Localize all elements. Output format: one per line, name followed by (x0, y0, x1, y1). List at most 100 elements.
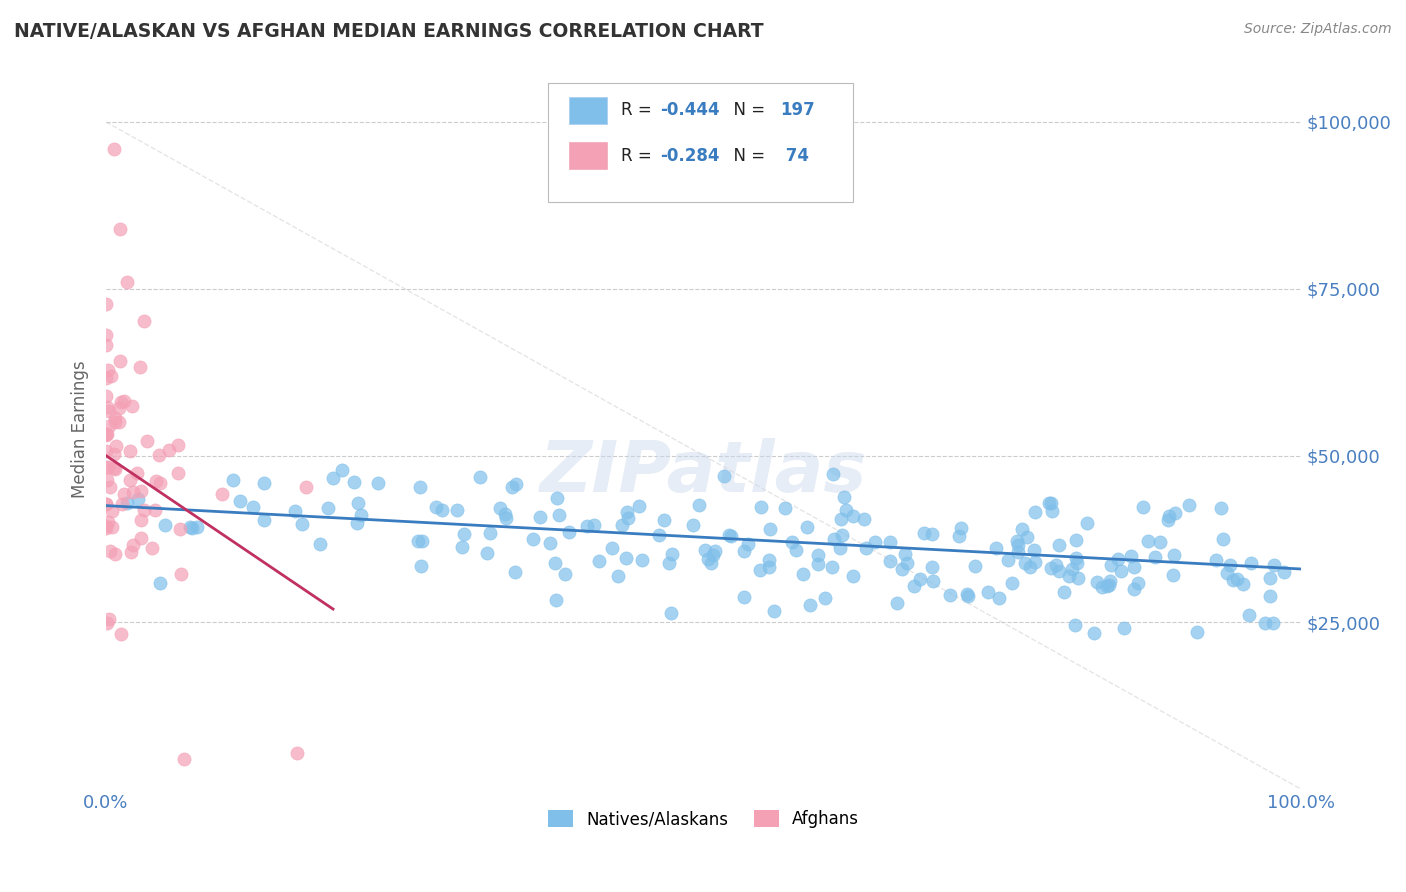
Point (853, 512, 876, 526)
Point (409, 480, 432, 494)
Point (749, 500, 772, 514)
Point (529, 509, 551, 524)
Text: Source: ZipAtlas.com: Source: ZipAtlas.com (1244, 22, 1392, 37)
Point (322, 471, 344, 485)
Point (688, 498, 710, 512)
Point (1091, 580, 1114, 594)
Point (682, 518, 704, 533)
Point (821, 467, 844, 482)
Point (828, 541, 851, 556)
Point (127, 491, 149, 506)
Point (120, 473, 142, 487)
Point (616, 510, 638, 524)
Point (1097, 578, 1119, 592)
Point (737, 537, 759, 551)
Point (489, 500, 512, 515)
Point (1232, 577, 1254, 591)
Point (167, 438, 190, 452)
Point (115, 496, 138, 510)
Point (948, 528, 970, 542)
Point (986, 541, 1008, 556)
Point (1098, 574, 1121, 588)
Point (186, 519, 208, 533)
Point (1163, 548, 1185, 562)
Point (143, 503, 166, 517)
Point (1274, 565, 1296, 579)
Point (229, 494, 252, 508)
Point (100, 368, 122, 383)
Point (104, 415, 127, 429)
Point (1222, 573, 1244, 587)
Point (842, 569, 865, 583)
Point (1007, 545, 1029, 559)
Point (103, 460, 125, 475)
Point (135, 434, 157, 448)
Point (695, 542, 717, 557)
Point (1239, 607, 1261, 622)
Point (505, 477, 527, 491)
Point (921, 560, 943, 574)
Point (94, 327, 117, 342)
Point (104, 547, 127, 561)
Text: -0.444: -0.444 (661, 102, 720, 120)
Point (316, 501, 339, 516)
Point (554, 566, 576, 581)
Text: R =: R = (621, 102, 657, 120)
Bar (568, 142, 607, 169)
Point (96, 520, 118, 534)
Point (131, 531, 153, 545)
Point (1185, 625, 1208, 640)
Point (291, 517, 314, 532)
Point (830, 511, 852, 525)
Point (544, 592, 567, 607)
Point (97, 515, 120, 529)
Point (1261, 616, 1284, 631)
Point (121, 399, 143, 413)
Point (1057, 569, 1080, 583)
Point (96, 427, 118, 442)
Point (1132, 500, 1154, 514)
Point (1240, 556, 1263, 570)
Point (129, 484, 152, 499)
Point (155, 518, 177, 533)
Point (616, 505, 638, 519)
Point (98, 404, 121, 418)
Point (908, 572, 931, 586)
Point (252, 513, 274, 527)
Point (103, 142, 125, 156)
Point (1205, 552, 1227, 566)
Point (956, 587, 979, 601)
Point (1085, 574, 1108, 589)
Point (148, 448, 170, 462)
Point (1157, 508, 1180, 523)
Point (661, 547, 683, 561)
Point (659, 607, 682, 621)
Point (96, 443, 118, 458)
Point (922, 574, 945, 588)
Point (1215, 566, 1237, 581)
Text: 74: 74 (780, 146, 808, 165)
Point (588, 553, 610, 567)
Point (758, 553, 780, 567)
Point (886, 596, 908, 610)
Point (94, 297, 117, 311)
Point (94, 498, 117, 512)
Point (145, 474, 167, 488)
Point (103, 462, 125, 476)
Point (141, 541, 163, 555)
Point (575, 519, 598, 533)
Point (101, 520, 124, 534)
Point (110, 627, 132, 641)
Point (823, 532, 845, 546)
Point (110, 221, 132, 235)
Bar (568, 96, 607, 124)
Point (1209, 501, 1232, 516)
Point (94, 371, 117, 385)
Point (879, 534, 901, 549)
Text: NATIVE/ALASKAN VS AFGHAN MEDIAN EARNINGS CORRELATION CHART: NATIVE/ALASKAN VS AFGHAN MEDIAN EARNINGS… (14, 22, 763, 41)
Point (658, 556, 681, 570)
Point (896, 556, 918, 570)
Point (903, 579, 925, 593)
Point (758, 560, 780, 574)
Point (494, 507, 516, 521)
